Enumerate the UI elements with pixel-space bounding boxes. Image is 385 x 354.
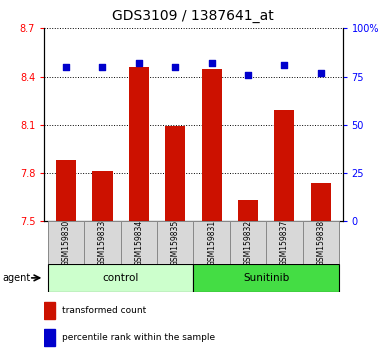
- Bar: [165, 126, 185, 221]
- Bar: [56, 160, 76, 221]
- Bar: [44, 302, 55, 319]
- Text: percentile rank within the sample: percentile rank within the sample: [62, 333, 215, 342]
- Bar: [238, 200, 258, 221]
- Text: GSM159831: GSM159831: [207, 219, 216, 266]
- FancyBboxPatch shape: [84, 221, 121, 264]
- Bar: [202, 69, 222, 221]
- FancyBboxPatch shape: [194, 221, 230, 264]
- Point: [99, 64, 105, 70]
- FancyBboxPatch shape: [48, 264, 194, 292]
- Text: control: control: [102, 273, 139, 283]
- Point: [136, 60, 142, 66]
- Text: GDS3109 / 1387641_at: GDS3109 / 1387641_at: [112, 9, 273, 23]
- Bar: [311, 183, 331, 221]
- FancyBboxPatch shape: [194, 264, 339, 292]
- Text: transformed count: transformed count: [62, 306, 146, 315]
- Text: Sunitinib: Sunitinib: [243, 273, 290, 283]
- Point: [245, 72, 251, 78]
- FancyBboxPatch shape: [303, 221, 339, 264]
- FancyBboxPatch shape: [121, 221, 157, 264]
- Text: GSM159832: GSM159832: [244, 219, 253, 266]
- FancyBboxPatch shape: [48, 221, 84, 264]
- Text: GSM159834: GSM159834: [134, 219, 143, 266]
- Point: [318, 70, 324, 75]
- Text: GSM159835: GSM159835: [171, 219, 180, 266]
- Text: agent: agent: [2, 273, 30, 283]
- Point: [172, 64, 178, 70]
- Text: GSM159837: GSM159837: [280, 219, 289, 266]
- FancyBboxPatch shape: [230, 221, 266, 264]
- Point: [63, 64, 69, 70]
- FancyBboxPatch shape: [266, 221, 303, 264]
- Text: GSM159830: GSM159830: [62, 219, 70, 266]
- Bar: [92, 171, 112, 221]
- Bar: [44, 329, 55, 346]
- Point: [281, 62, 288, 68]
- FancyBboxPatch shape: [157, 221, 194, 264]
- Text: GSM159838: GSM159838: [316, 219, 325, 266]
- Bar: [275, 110, 295, 221]
- Text: GSM159833: GSM159833: [98, 219, 107, 266]
- Bar: [129, 67, 149, 221]
- Point: [209, 60, 215, 66]
